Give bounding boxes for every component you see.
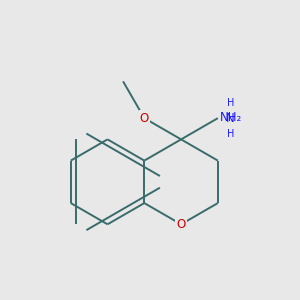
Text: N: N [226,112,235,125]
Text: O: O [140,112,149,125]
Text: O: O [176,218,186,231]
Text: NH₂: NH₂ [220,111,242,124]
Text: H: H [227,129,234,139]
Text: H: H [227,98,234,107]
